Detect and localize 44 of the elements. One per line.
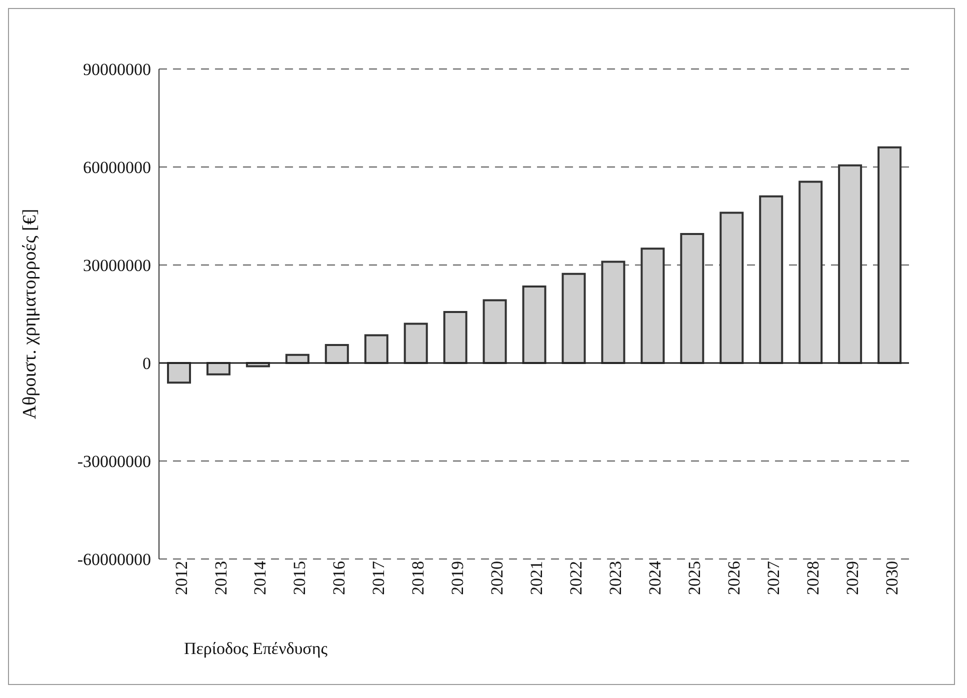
x-tick-label: 2021 xyxy=(527,561,546,595)
bar xyxy=(364,334,388,364)
x-tick-label: 2027 xyxy=(764,560,783,595)
bar xyxy=(562,272,586,364)
y-tick-label: 0 xyxy=(142,354,151,374)
bar xyxy=(601,260,626,364)
bar xyxy=(404,322,428,364)
bar xyxy=(878,146,902,364)
x-tick-label: 2020 xyxy=(488,561,507,595)
x-tick-label: 2014 xyxy=(250,560,270,595)
bar xyxy=(324,344,349,364)
x-tick-label: 2023 xyxy=(606,561,626,595)
x-tick-label: 2022 xyxy=(566,561,586,595)
bar xyxy=(443,311,468,364)
bar xyxy=(167,362,191,384)
x-tick-label: 2013 xyxy=(211,561,230,595)
x-tick-label: 2025 xyxy=(684,561,704,595)
x-tick-label: 2016 xyxy=(330,561,349,595)
y-axis-title: Αθροιστ. χρηματορροές [€] xyxy=(20,208,41,420)
x-axis-title: Περίοδος Επένδυσης xyxy=(184,639,328,658)
bar xyxy=(720,212,744,364)
x-tick-label: 2018 xyxy=(408,561,428,595)
x-tick-label: 2026 xyxy=(724,561,744,595)
bar xyxy=(838,164,862,364)
x-tick-label: 2030 xyxy=(882,561,902,595)
bar xyxy=(482,299,507,364)
bar xyxy=(798,180,823,364)
bar xyxy=(680,232,704,364)
x-tick-label: 2024 xyxy=(645,560,664,595)
x-tick-label: 2028 xyxy=(803,561,822,595)
bar xyxy=(640,248,665,364)
bar xyxy=(522,286,546,364)
y-tick-label: 60000000 xyxy=(83,158,151,178)
bar xyxy=(759,195,784,364)
y-tick-label: 30000000 xyxy=(83,256,151,276)
y-tick-label: -60000000 xyxy=(77,550,151,570)
y-tick-label: 90000000 xyxy=(83,60,151,80)
x-tick-label: 2019 xyxy=(448,561,468,595)
x-tick-label: 2029 xyxy=(842,561,862,595)
x-tick-label: 2012 xyxy=(172,561,191,595)
x-tick-label: 2017 xyxy=(369,560,388,595)
y-tick-label: -30000000 xyxy=(77,452,151,472)
x-tick-label: 2015 xyxy=(290,561,310,595)
bar xyxy=(206,362,230,376)
